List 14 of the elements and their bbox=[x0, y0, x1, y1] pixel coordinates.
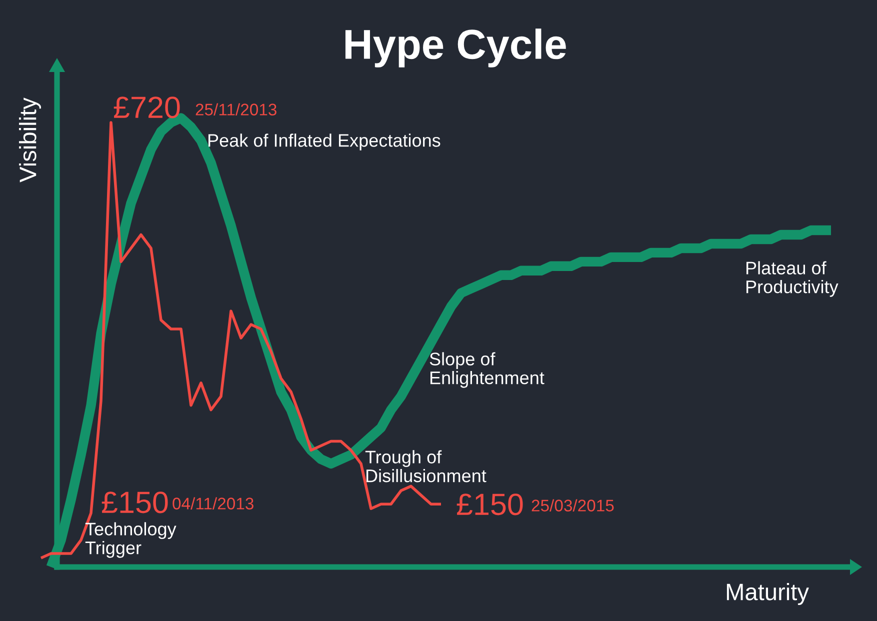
annotation: 04/11/2013 bbox=[172, 497, 254, 510]
annotation: £150 bbox=[456, 494, 523, 516]
annotation: Technology Trigger bbox=[85, 522, 176, 558]
annotation: Plateau of Productivity bbox=[746, 261, 838, 297]
annotation: Peak of Inflated Expectations bbox=[208, 134, 440, 150]
annotation: £720 bbox=[114, 96, 180, 118]
chart-title: Hype Cycle bbox=[345, 28, 566, 68]
annotation: £150 bbox=[102, 492, 168, 514]
annotation: Slope of Enlightenment bbox=[430, 352, 544, 388]
x-axis-title: Maturity bbox=[726, 582, 809, 606]
y-axis-title: Visibility bbox=[18, 98, 42, 182]
text: 25/11/2013 bbox=[196, 103, 276, 116]
annotation: Trough of Disillusionment bbox=[365, 450, 486, 482]
annotation: 25/03/2015 bbox=[532, 499, 614, 512]
